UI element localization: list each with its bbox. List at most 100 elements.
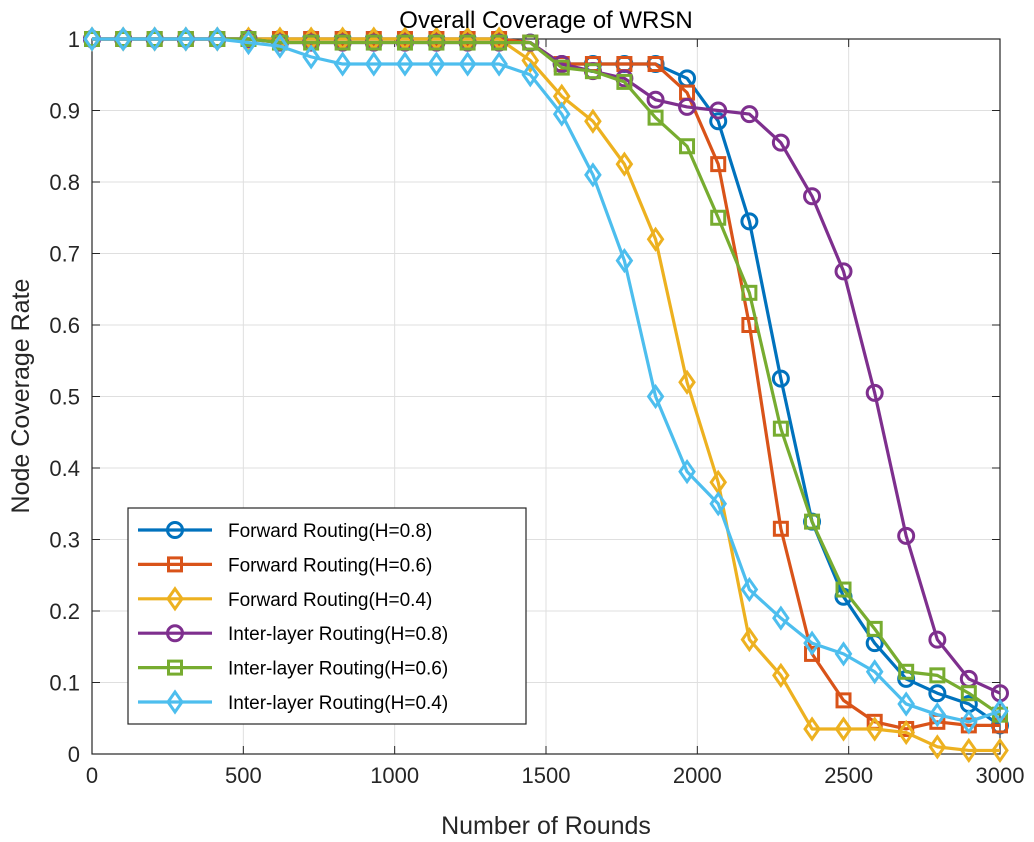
data-point	[740, 626, 759, 653]
data-point	[929, 667, 946, 684]
data-point	[865, 383, 884, 402]
data-point	[459, 34, 476, 51]
data-point	[866, 620, 883, 637]
data-point	[239, 29, 258, 56]
y-tick-label: 1	[68, 27, 80, 52]
data-point	[772, 520, 789, 537]
data-point	[428, 34, 445, 51]
legend-marker	[166, 521, 184, 539]
data-point	[365, 34, 382, 51]
data-point	[678, 97, 697, 116]
x-tick-label: 2000	[673, 763, 722, 788]
data-point	[709, 101, 728, 120]
data-point	[646, 226, 665, 252]
data-point	[772, 662, 790, 688]
data-point	[584, 108, 602, 134]
ticks: 0 500 1000 1500 2000 2500 3000 0 0.1 0.2 0.3 0.4 0.5…	[49, 27, 1024, 788]
data-point	[427, 51, 446, 77]
y-tick-label: 0.9	[49, 99, 80, 124]
data-point	[710, 156, 727, 173]
y-tick-label: 0.3	[49, 528, 80, 553]
data-point	[364, 51, 383, 77]
data-point	[458, 51, 477, 77]
data-point	[897, 719, 916, 746]
x-tick-label: 500	[225, 763, 262, 788]
data-point	[646, 383, 665, 410]
y-tick-label: 0.1	[49, 671, 80, 696]
data-point	[928, 734, 947, 760]
data-point	[114, 26, 133, 52]
data-point	[709, 112, 728, 131]
data-point	[803, 630, 821, 656]
data-point	[865, 659, 884, 685]
data-point	[584, 162, 602, 188]
chart-title: Overall Coverage of WRSN	[399, 7, 692, 34]
legend-label: Forward Routing(H=0.6)	[228, 555, 432, 576]
data-point	[803, 716, 821, 742]
data-point	[678, 458, 696, 485]
data-point	[835, 581, 852, 598]
y-tick-label: 0.4	[49, 456, 80, 481]
data-point	[740, 576, 759, 603]
y-tick-label: 0.6	[49, 313, 80, 338]
legend-box	[127, 507, 527, 725]
y-tick-label: 0	[68, 742, 80, 767]
legend-label: Inter-layer Routing(H=0.4)	[228, 693, 448, 714]
data-point	[897, 691, 916, 717]
legend-item: Forward Routing(H=0.8)	[138, 521, 432, 542]
data-point	[615, 151, 634, 177]
data-point	[898, 663, 915, 680]
data-point	[804, 513, 821, 530]
legend-marker	[166, 689, 184, 715]
data-point	[740, 105, 759, 124]
data-point	[771, 369, 790, 388]
data-point	[803, 187, 822, 206]
data-point	[991, 737, 1009, 764]
legend-marker	[166, 586, 184, 612]
legend-label: Forward Routing(H=0.8)	[228, 521, 432, 542]
legend-item: Forward Routing(H=0.6)	[138, 555, 432, 576]
legend-item: Inter-layer Routing(H=0.4)	[138, 689, 448, 715]
x-tick-label: 1000	[370, 763, 419, 788]
x-tick-label: 3000	[976, 763, 1025, 788]
data-point	[176, 26, 195, 52]
data-point	[553, 59, 570, 76]
data-point	[772, 605, 790, 631]
data-point	[991, 698, 1009, 724]
data-point	[584, 63, 601, 80]
data-point	[771, 133, 790, 152]
data-point	[897, 526, 916, 545]
data-point	[928, 684, 947, 703]
data-point	[521, 62, 540, 88]
series-layer	[83, 26, 1009, 764]
data-point	[709, 491, 728, 517]
data-point	[959, 737, 978, 764]
data-point	[491, 34, 508, 51]
data-point	[710, 209, 727, 226]
legend-label: Inter-layer Routing(H=0.8)	[228, 624, 448, 645]
y-tick-label: 0.8	[49, 170, 80, 195]
data-point	[804, 645, 821, 662]
data-point	[960, 685, 977, 702]
y-tick-label: 0.7	[49, 242, 80, 267]
legend-item: Inter-layer Routing(H=0.8)	[138, 624, 448, 645]
legend-marker	[166, 624, 184, 643]
data-point	[333, 51, 352, 77]
legend-marker	[167, 556, 183, 573]
legend-marker	[167, 659, 183, 676]
data-point	[647, 109, 664, 126]
data-point	[615, 248, 634, 274]
data-point	[928, 702, 947, 728]
data-point	[83, 26, 101, 52]
data-point	[616, 73, 633, 90]
data-point	[834, 262, 853, 281]
data-point	[239, 26, 258, 52]
data-point	[396, 51, 414, 77]
data-point	[490, 51, 508, 77]
data-point	[271, 33, 289, 59]
data-point	[834, 641, 853, 667]
y-tick-label: 0.5	[49, 385, 80, 410]
data-point	[679, 138, 696, 155]
legend-label: Forward Routing(H=0.4)	[228, 590, 432, 611]
